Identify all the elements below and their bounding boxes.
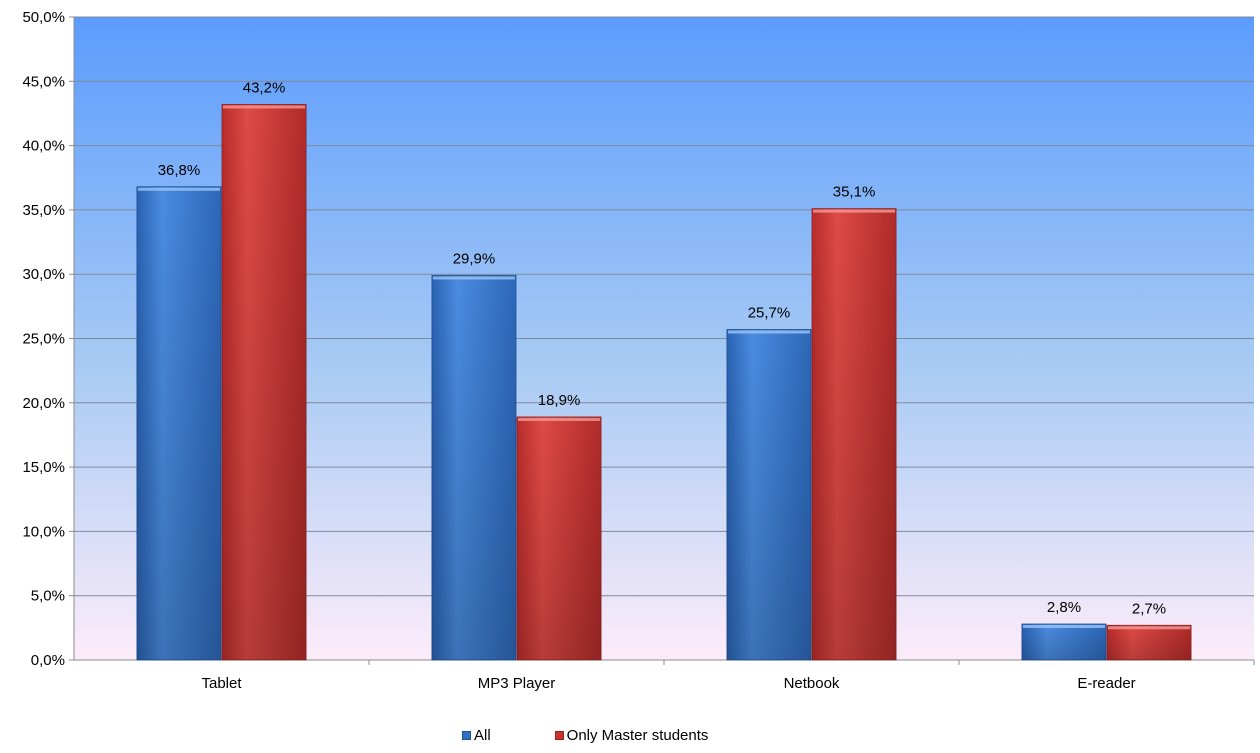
legend: All Only Master students (462, 724, 708, 746)
y-tick-label: 15,0% (22, 459, 65, 476)
x-tick-label: E-reader (1077, 675, 1135, 692)
data-label: 29,9% (453, 250, 496, 267)
y-tick-label: 50,0% (22, 9, 65, 26)
y-tick-label: 20,0% (22, 395, 65, 412)
bar-highlight (137, 187, 220, 191)
data-label: 43,2% (243, 79, 286, 96)
bar-shade (1021, 623, 1106, 660)
data-label: 2,8% (1047, 599, 1081, 616)
axes: 0,0% 5,0% 10,0% 15,0% 20,0% 25,0% 30,0% 35,0% 40… (22, 9, 1255, 692)
data-label: 2,7% (1132, 600, 1166, 617)
y-tick-label: 40,0% (22, 138, 65, 155)
y-tick-label: 25,0% (22, 331, 65, 348)
bar-shade (136, 186, 221, 660)
bar-highlight (432, 276, 515, 280)
y-tick-label: 35,0% (22, 202, 65, 219)
legend-swatch-master (554, 730, 564, 740)
legend-swatch-all (462, 730, 471, 740)
bar-highlight (518, 417, 601, 421)
x-tick-label: Tablet (201, 675, 242, 692)
bar-highlight (223, 105, 306, 109)
data-labels: 36,8% 43,2% 29,9% 18,9% 25,7% 35,1% 2,8% 2,7% (158, 79, 1166, 617)
bar-highlight (1108, 626, 1191, 630)
y-tick-label: 45,0% (22, 73, 65, 90)
data-label: 25,7% (748, 304, 791, 321)
bar-shade (431, 275, 516, 660)
data-label: 36,8% (158, 162, 201, 179)
bar-shade (222, 104, 307, 660)
y-tick-label: 30,0% (22, 266, 65, 283)
y-tick-label: 10,0% (22, 523, 65, 540)
bar-shade (1107, 625, 1192, 660)
bar-highlight (813, 209, 896, 213)
data-label: 18,9% (538, 392, 581, 409)
legend-item-all: All (462, 727, 491, 744)
legend-item-master: Only Master students (554, 726, 709, 744)
legend-label-master: Only Master students (566, 726, 709, 744)
y-tick-label: 5,0% (31, 588, 65, 605)
x-tick-label: Netbook (784, 675, 840, 692)
bar-highlight (727, 330, 810, 334)
data-label: 35,1% (833, 184, 876, 201)
y-tick-label: 0,0% (31, 652, 65, 669)
bar-shade (517, 416, 602, 660)
legend-label-all: All (474, 726, 491, 744)
bar-shade (812, 208, 897, 660)
bars (136, 104, 1192, 661)
bar-shade (726, 329, 811, 660)
x-tick-label: MP3 Player (478, 675, 556, 692)
bar-highlight (1022, 624, 1105, 628)
